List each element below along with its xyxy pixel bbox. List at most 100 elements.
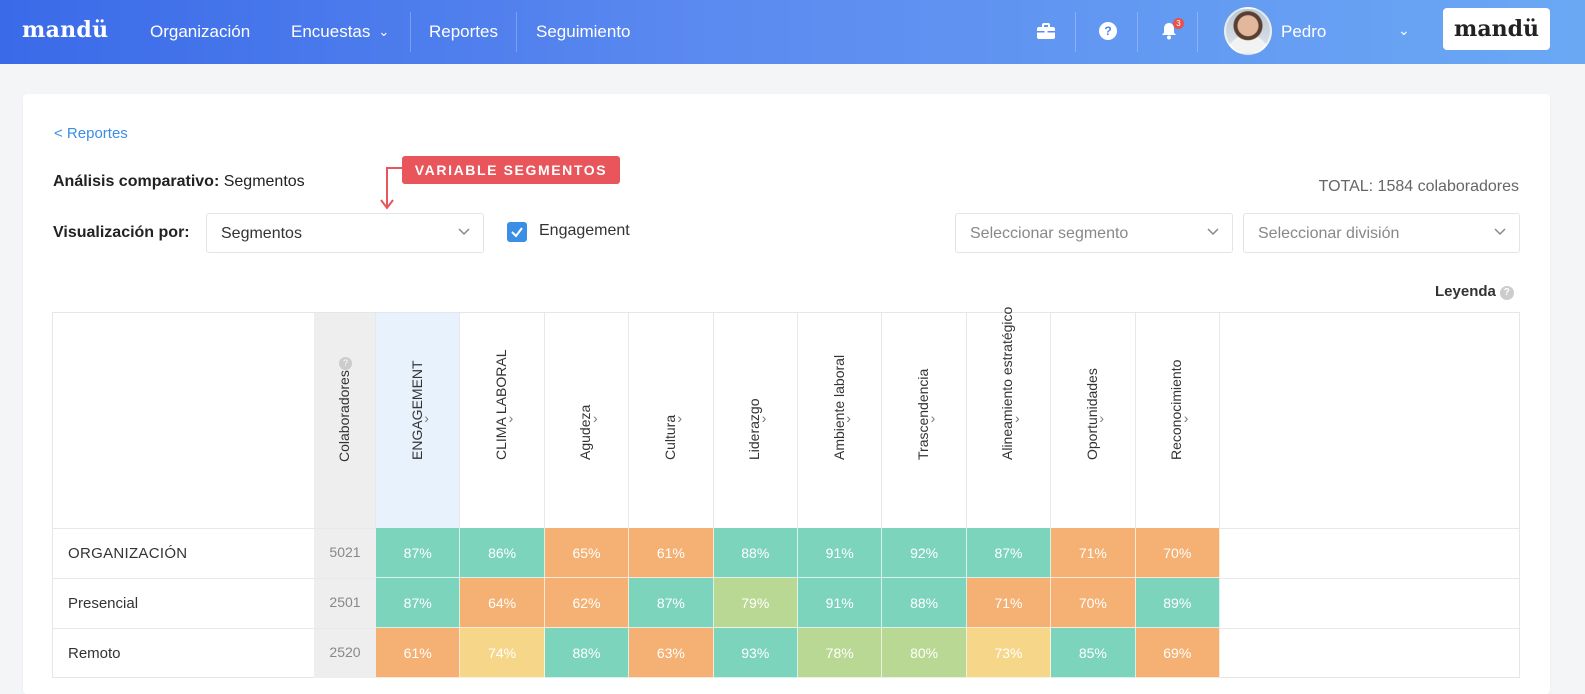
chevron-right-icon[interactable]: › <box>424 410 429 426</box>
score-cell[interactable]: 78% <box>798 628 883 678</box>
column-header-alineamiento-estratégico[interactable]: Alineamiento estratégico › <box>967 307 1052 528</box>
row-count: 5021 <box>329 544 361 560</box>
score-cell[interactable]: 70% <box>1135 528 1220 578</box>
score-cell[interactable]: 70% <box>1051 578 1136 628</box>
score-cell[interactable]: 73% <box>966 628 1052 678</box>
check-icon <box>511 227 523 238</box>
page-title-label: Análisis comparativo: <box>53 173 220 190</box>
nav-encuestas-label: Encuestas <box>291 22 371 41</box>
score-cell[interactable]: 87% <box>376 528 461 578</box>
score-cell[interactable]: 91% <box>798 528 883 578</box>
column-header-label: Cultura <box>661 414 678 460</box>
score-cell[interactable]: 88% <box>544 628 630 678</box>
brand-logo[interactable]: mandü <box>22 17 109 43</box>
help-icon[interactable]: ? <box>1097 20 1119 42</box>
segment-select[interactable]: Seleccionar segmento <box>955 213 1233 253</box>
score-cell[interactable]: 71% <box>1051 528 1136 578</box>
row-label: Remoto <box>68 645 121 662</box>
nav-divider <box>1197 12 1198 52</box>
score-cell[interactable]: 87% <box>376 578 461 628</box>
back-to-reportes-link[interactable]: < Reportes <box>54 125 128 142</box>
nav-divider <box>410 12 411 52</box>
score-cell[interactable]: 88% <box>713 528 798 578</box>
score-cell[interactable]: 69% <box>1135 628 1220 678</box>
top-navbar: mandü Organización Encuestas ⌄ Reportes S… <box>0 0 1585 64</box>
division-select-placeholder: Seleccionar división <box>1258 225 1400 242</box>
callout-arrow-icon <box>380 167 402 210</box>
score-cell[interactable]: 92% <box>882 528 967 578</box>
chevron-down-icon[interactable]: ⌄ <box>1398 22 1410 38</box>
help-icon[interactable]: ? <box>339 357 352 370</box>
bell-icon[interactable] <box>1158 20 1180 42</box>
column-header-oportunidades[interactable]: Oportunidades › <box>1051 313 1136 528</box>
user-avatar[interactable] <box>1224 7 1272 55</box>
row-label: ORGANIZACIÓN <box>68 545 188 562</box>
chevron-right-icon[interactable]: › <box>1183 410 1189 426</box>
column-header-cultura[interactable]: Cultura › <box>629 313 714 528</box>
score-cell[interactable]: 85% <box>1051 628 1136 678</box>
chevron-right-icon[interactable]: › <box>1099 410 1105 426</box>
engagement-checkbox-label[interactable]: Engagement <box>539 222 630 239</box>
score-cell[interactable]: 87% <box>966 528 1052 578</box>
notification-badge: 3 <box>1173 18 1184 29</box>
company-logo: mandü <box>1443 8 1550 50</box>
score-cell[interactable]: 93% <box>713 628 798 678</box>
column-header-agudeza[interactable]: Agudeza › <box>545 313 630 528</box>
user-name[interactable]: Pedro <box>1281 22 1327 41</box>
score-cell[interactable]: 64% <box>460 578 545 628</box>
briefcase-icon[interactable] <box>1035 20 1057 42</box>
row-count: 2520 <box>329 644 361 660</box>
score-cell[interactable]: 63% <box>629 628 714 678</box>
nav-organizacion[interactable]: Organización <box>150 22 251 41</box>
score-cell[interactable]: 61% <box>629 528 714 578</box>
chevron-down-icon: ⌄ <box>378 24 390 39</box>
column-header-ambiente-laboral[interactable]: Ambiente laboral › <box>798 313 883 528</box>
chevron-right-icon[interactable]: › <box>846 410 851 426</box>
score-cell[interactable]: 62% <box>544 578 630 628</box>
nav-encuestas[interactable]: Encuestas ⌄ <box>291 22 389 42</box>
column-header-label: Colaboradores <box>335 370 352 462</box>
total-collaborators: TOTAL: 1584 colaboradores <box>1318 178 1519 195</box>
score-cell[interactable]: 87% <box>629 578 714 628</box>
score-cell[interactable]: 91% <box>798 578 883 628</box>
chevron-right-icon[interactable]: › <box>592 410 598 426</box>
nav-divider <box>1137 12 1138 52</box>
nav-seguimiento[interactable]: Seguimiento <box>536 22 631 41</box>
score-cell[interactable]: 61% <box>376 628 461 678</box>
legend-toggle[interactable]: Leyenda? <box>1435 283 1514 300</box>
score-cell[interactable]: 80% <box>882 628 967 678</box>
column-header-label: Oportunidades <box>1083 368 1100 460</box>
column-header-reconocimiento[interactable]: Reconocimiento › <box>1136 313 1220 528</box>
visualization-select[interactable]: Segmentos <box>206 213 484 253</box>
column-header-colaboradores: Colaboradores ? <box>314 313 376 528</box>
score-cell[interactable]: 74% <box>460 628 545 678</box>
score-cell[interactable]: 89% <box>1135 578 1220 628</box>
visualization-select-value: Segmentos <box>221 225 302 242</box>
score-cell[interactable]: 71% <box>966 578 1052 628</box>
help-icon[interactable]: ? <box>1499 286 1514 300</box>
chevron-right-icon[interactable]: › <box>1014 410 1020 426</box>
chevron-right-icon[interactable]: › <box>508 410 514 426</box>
score-cell[interactable]: 79% <box>713 578 798 628</box>
column-header-label: Trascendencia <box>915 368 932 460</box>
column-header-liderazgo[interactable]: Liderazgo › <box>714 313 798 528</box>
column-header-engagement[interactable]: ENGAGEMENT › <box>376 313 461 528</box>
column-header-label: Reconocimiento <box>1168 359 1185 460</box>
chevron-down-icon <box>1207 228 1219 236</box>
row-count: 2501 <box>329 594 361 610</box>
page-title-value: Segmentos <box>219 173 305 190</box>
score-cell[interactable]: 88% <box>882 578 967 628</box>
legend-label: Leyenda <box>1435 283 1496 300</box>
chevron-right-icon[interactable]: › <box>761 410 767 426</box>
chevron-down-icon <box>1494 228 1506 236</box>
chevron-right-icon[interactable]: › <box>930 410 936 426</box>
chevron-right-icon[interactable]: › <box>677 410 683 426</box>
score-cell[interactable]: 65% <box>544 528 630 578</box>
column-header-clima-laboral[interactable]: CLIMA LABORAL › <box>460 313 545 528</box>
engagement-checkbox[interactable] <box>507 222 527 242</box>
column-header-label: Ambiente laboral <box>830 354 847 460</box>
nav-reportes[interactable]: Reportes <box>429 22 498 41</box>
column-header-trascendencia[interactable]: Trascendencia › <box>882 313 967 528</box>
score-cell[interactable]: 86% <box>460 528 545 578</box>
division-select[interactable]: Seleccionar división <box>1243 213 1520 253</box>
